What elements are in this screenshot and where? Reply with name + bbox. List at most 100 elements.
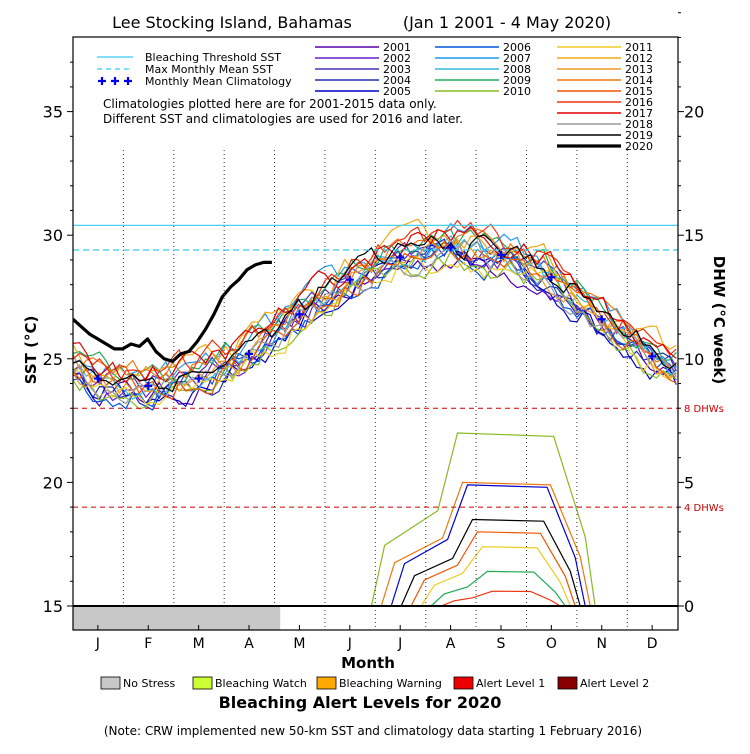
sst-series-2018 (73, 239, 677, 405)
climatology-marker (496, 250, 505, 259)
legend-series-label: 2013 (625, 63, 653, 76)
legend-series-label: 2006 (503, 41, 531, 54)
y-left-tick-label: 30 (43, 226, 63, 245)
legend-series-label: 2016 (625, 96, 653, 109)
legend-series-label: 2001 (383, 41, 411, 54)
alert-level-bar (73, 607, 281, 630)
legend-series-label: 2002 (383, 52, 411, 65)
alert-level-swatch (192, 676, 213, 690)
y-right-tick-label: 0 (684, 597, 694, 616)
alert-level-label: Alert Level 1 (476, 677, 545, 690)
alert-level-label: Bleaching Watch (215, 677, 307, 690)
alert-level-swatch (453, 676, 474, 690)
legend-series-label: 2012 (625, 52, 653, 65)
dhw-series-2005 (390, 484, 586, 607)
y-left-tick-label: 25 (43, 350, 63, 369)
legend-series-label: 2014 (625, 74, 653, 87)
dhw-series-2015 (410, 531, 576, 607)
legend-series-label: 2010 (503, 85, 531, 98)
legend-series-label: 2008 (503, 63, 531, 76)
climatology-marker (396, 253, 405, 262)
climatology-marker (446, 243, 455, 252)
plot-frame (72, 36, 679, 631)
alert-level-swatch (316, 676, 337, 690)
legend-ref-label: Monthly Mean Climatology (145, 75, 292, 88)
climatology-marker (194, 374, 203, 383)
legend-series-label: 2018 (625, 118, 653, 131)
climatology-marker (345, 275, 354, 284)
y-left-tick-label: 15 (43, 597, 63, 616)
x-axis-label: Month (341, 654, 395, 672)
month-label: D (647, 636, 658, 652)
dhw-series-2011 (420, 546, 571, 607)
legend-series-label: 2015 (625, 85, 653, 98)
legend-series-label: 2004 (383, 74, 411, 87)
y-right-tick-label: 15 (684, 226, 704, 245)
month-label: A (244, 636, 254, 652)
alert-level-label: No Stress (123, 677, 176, 690)
dhw-series-2014 (380, 481, 591, 607)
legend-plus-marker (124, 77, 132, 85)
y-axis-right-label: DHW (°C week) (710, 256, 728, 384)
month-label: J (95, 636, 100, 652)
month-label: M (293, 636, 305, 652)
alert-level-swatch (100, 676, 121, 690)
series-layer (73, 218, 677, 607)
legend-series-label: 2005 (383, 85, 411, 98)
dhw-series-2016 (440, 590, 561, 607)
month-label: S (497, 636, 506, 652)
legend-series-label: 2003 (383, 63, 411, 76)
axes (67, 12, 684, 631)
legend-series-label: 2009 (503, 74, 531, 87)
sst-series-2007 (73, 222, 677, 386)
legend-series-label: 2019 (625, 129, 653, 142)
legend-plus-marker (98, 77, 106, 85)
legend-series-label: 2017 (625, 107, 653, 120)
chart-title: Lee Stocking Island, Bahamas (112, 13, 352, 32)
month-label: A (446, 636, 456, 652)
alert-levels-title: Bleaching Alert Levels for 2020 (219, 693, 502, 712)
climatology-marker (93, 374, 102, 383)
climatology-marker (547, 273, 556, 282)
dhw-series-2009 (430, 570, 566, 607)
sst-series-2020 (73, 260, 272, 363)
legend-series-label: 2007 (503, 52, 531, 65)
month-label: J (347, 636, 352, 652)
legend-plus-marker (111, 77, 119, 85)
climatology-marker (295, 310, 304, 319)
month-label: J (397, 636, 402, 652)
plot-area (73, 150, 678, 630)
sst-series-2016 (73, 219, 677, 384)
alert-level-swatch (557, 676, 578, 690)
climatology-note: Different SST and climatologies are used… (103, 112, 463, 126)
legend-series-label: 2011 (625, 41, 653, 54)
y-right-tick-label: 10 (684, 350, 704, 369)
legend-ref-label: Bleaching Threshold SST (145, 51, 281, 64)
y-axis-left-label: SST (°C) (22, 316, 40, 385)
sst-series-2019 (73, 234, 677, 393)
chart-subtitle: (Jan 1 2001 - 4 May 2020) (403, 13, 611, 32)
alert-level-label: Alert Level 2 (580, 677, 649, 690)
dhw-threshold-label: 8 DHWs (684, 404, 724, 415)
alert-level-label: Bleaching Warning (339, 677, 442, 690)
dhw-series-2019 (400, 518, 581, 607)
climatology-marker (245, 349, 254, 358)
legend-series-label: 2020 (625, 140, 653, 153)
legend-ref-label: Max Monthly Mean SST (145, 63, 273, 76)
climatology-marker (597, 315, 606, 324)
month-label: O (546, 636, 557, 652)
y-right-tick-label: 20 (684, 103, 704, 122)
dhw-threshold-label: 4 DHWs (684, 503, 724, 514)
month-label: F (144, 636, 152, 652)
sst-series-2010 (73, 249, 677, 410)
month-label: N (597, 636, 607, 652)
dhw-series-2010 (370, 432, 596, 607)
footnote: (Note: CRW implemented new 50-km SST and… (104, 724, 642, 738)
climatology-marker (144, 381, 153, 390)
climatology-note: Climatologies plotted here are for 2001-… (103, 97, 437, 111)
y-right-tick-label: 5 (684, 473, 694, 492)
